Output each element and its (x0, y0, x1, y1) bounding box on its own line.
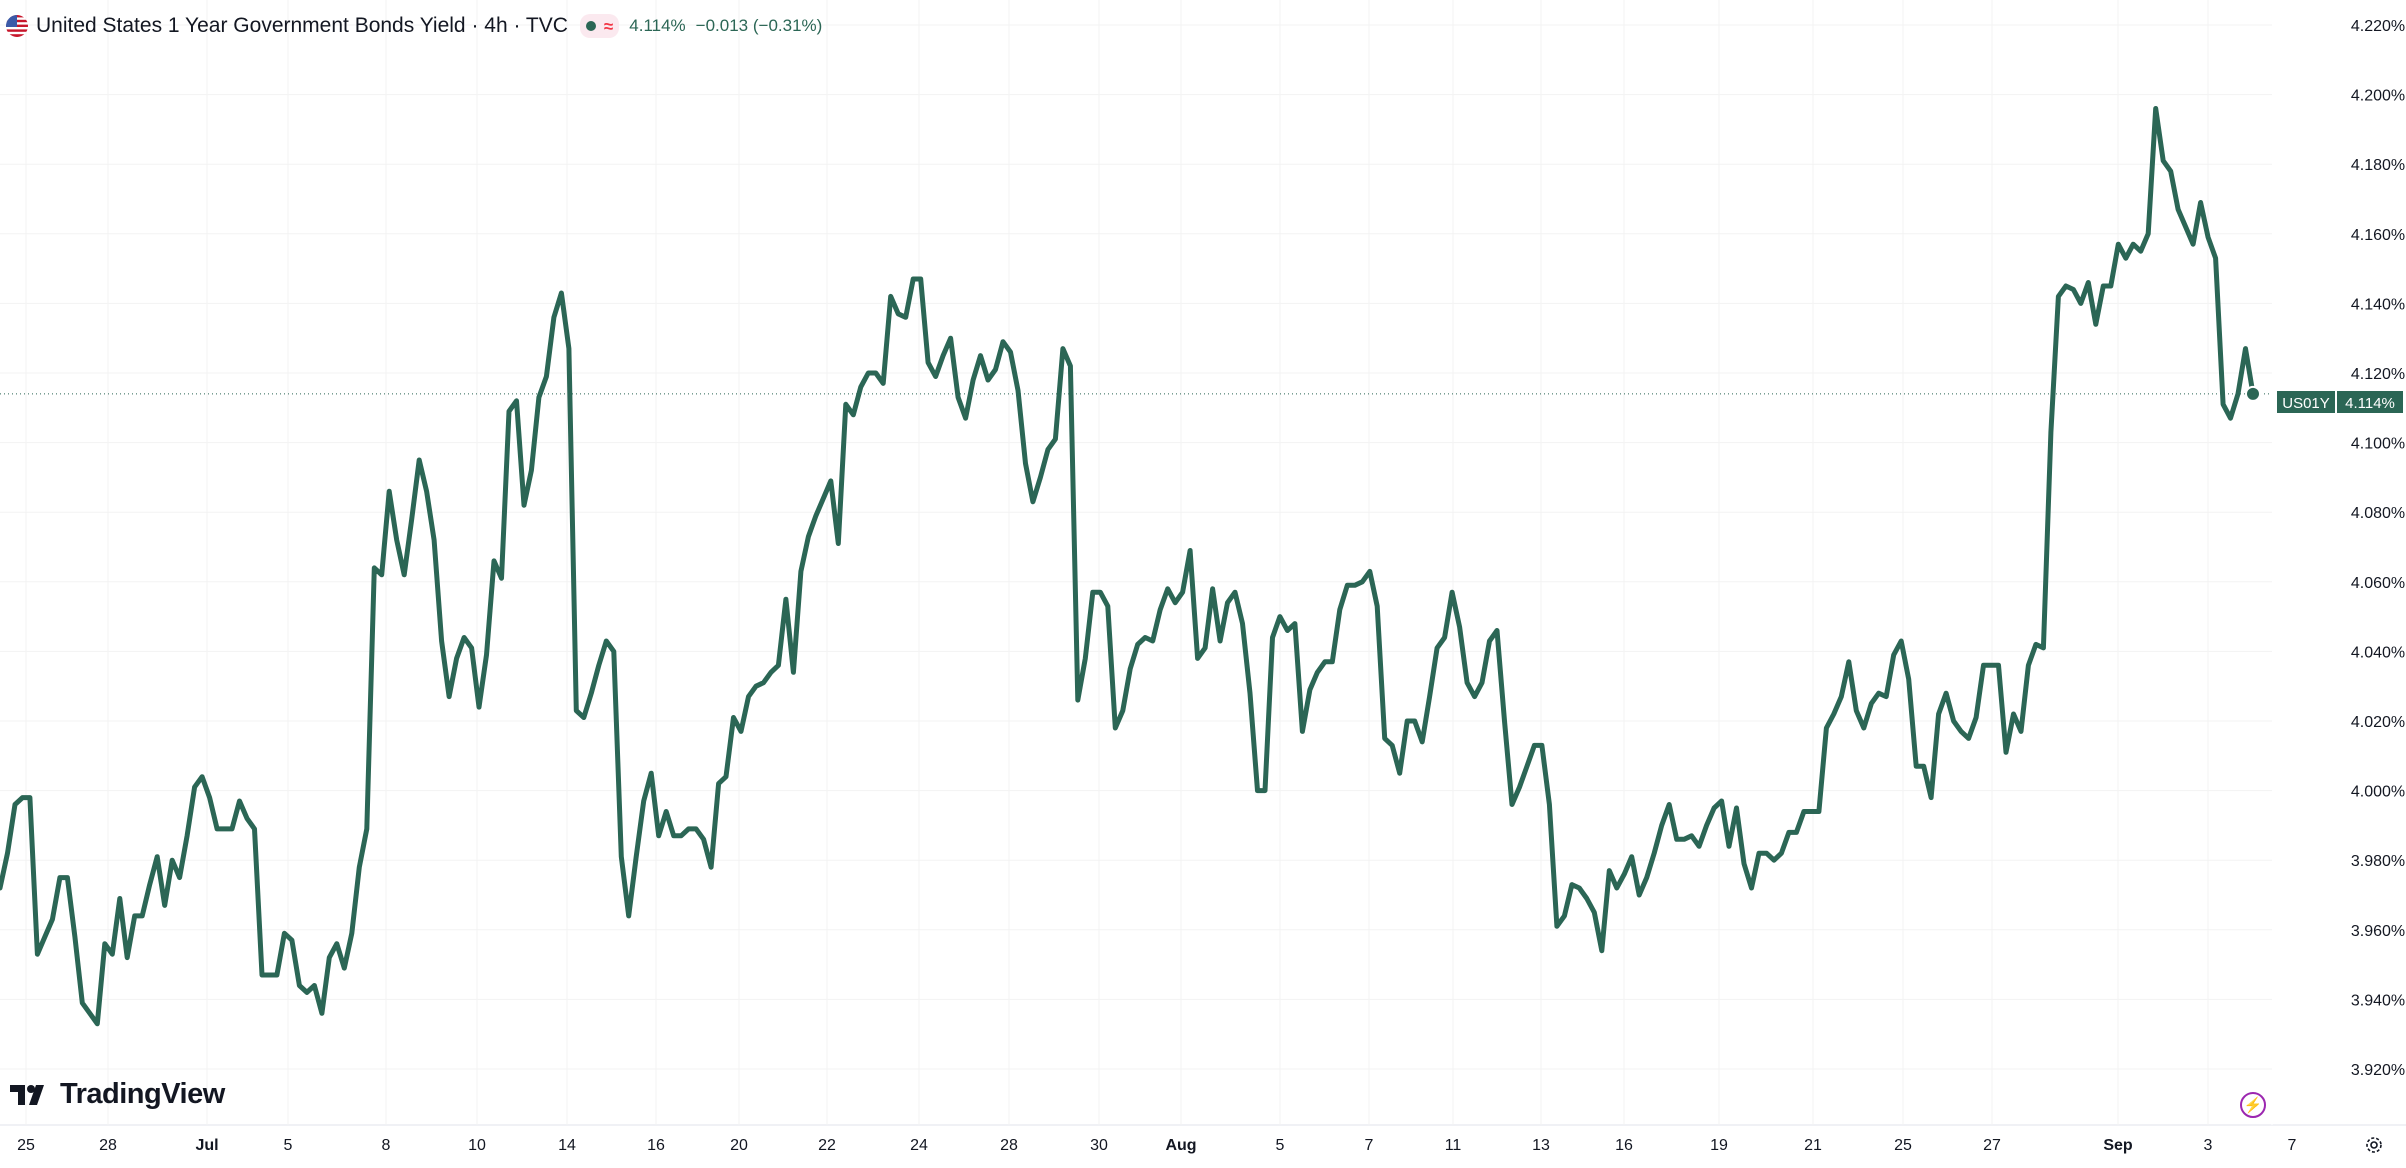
last-price-label: US01Y 4.114% (2277, 391, 2403, 413)
symbol-title[interactable]: United States 1 Year Government Bonds Yi… (36, 14, 568, 37)
x-tick-label: 24 (910, 1137, 928, 1154)
y-tick-label: 4.040% (2351, 644, 2405, 661)
x-tick-label: 25 (1894, 1137, 1912, 1154)
chart-legend: United States 1 Year Government Bonds Yi… (6, 12, 822, 40)
yield-line (0, 106, 2256, 1027)
lightning-button[interactable]: ⚡ (2240, 1092, 2266, 1118)
y-tick-label: 4.200% (2351, 88, 2405, 105)
y-tick-label: 4.180% (2351, 157, 2405, 174)
x-tick-label: 10 (468, 1137, 486, 1154)
x-tick-label: 30 (1090, 1137, 1108, 1154)
lightning-icon: ⚡ (2243, 1097, 2263, 1114)
y-tick-label: 3.980% (2351, 853, 2405, 870)
last-value-label: 4.114% (2345, 395, 2395, 412)
x-tick-label: 27 (1983, 1137, 2001, 1154)
delayed-data-icon: ≈ (603, 16, 614, 36)
ticker-label-bg (2277, 391, 2335, 413)
x-tick-label: 14 (558, 1137, 576, 1154)
price-axis[interactable]: 4.220% 4.200% 4.180% 4.160% 4.140% 4.120% 4.10… (2351, 18, 2405, 1079)
y-tick-label: 4.000% (2351, 784, 2405, 801)
y-tick-label: 4.220% (2351, 18, 2405, 35)
x-tick-label: 20 (730, 1137, 748, 1154)
x-tick-label: 7 (1365, 1137, 1374, 1154)
series-line (0, 106, 2261, 1027)
last-value: 4.114% (629, 16, 686, 35)
last-point-marker (2245, 385, 2261, 402)
x-tick-label: Aug (1165, 1137, 1196, 1154)
y-tick-label: 4.160% (2351, 227, 2405, 244)
market-status-dot-icon (585, 21, 596, 31)
x-tick-label: 22 (818, 1137, 836, 1154)
x-tick-label: 13 (1532, 1137, 1550, 1154)
x-tick-label: 8 (382, 1137, 391, 1154)
x-tick-label: 5 (1276, 1137, 1285, 1154)
x-tick-label: 16 (647, 1137, 665, 1154)
y-tick-label: 3.920% (2351, 1062, 2405, 1079)
x-tick-label: 21 (1804, 1137, 1822, 1154)
x-tick-label: 11 (1445, 1137, 1462, 1154)
x-tick-label: 28 (1000, 1137, 1018, 1154)
x-tick-label: 7 (2288, 1137, 2297, 1154)
time-axis[interactable]: 25 28 Jul 5 8 10 14 16 20 22 24 28 30 Aug 5 7 11 13 16 19 21… (17, 1137, 2296, 1154)
x-tick-label: Jul (195, 1137, 218, 1154)
x-tick-label: Sep (2103, 1137, 2133, 1154)
gear-icon (2366, 1137, 2382, 1153)
x-tick-label: 5 (284, 1137, 293, 1154)
tradingview-logo-icon (10, 1084, 44, 1105)
y-tick-label: 4.020% (2351, 714, 2405, 731)
y-tick-label: 3.940% (2351, 992, 2405, 1009)
settings-button[interactable] (2362, 1133, 2386, 1157)
x-tick-label: 19 (1710, 1137, 1728, 1154)
y-tick-label: 4.140% (2351, 296, 2405, 313)
last-value-label-bg (2337, 391, 2403, 413)
x-tick-label: 25 (17, 1137, 35, 1154)
tradingview-logo[interactable]: TradingView (10, 1078, 225, 1111)
chart-grid (0, 0, 2406, 1126)
y-tick-label: 4.080% (2351, 505, 2405, 522)
x-tick-label: 3 (2204, 1137, 2213, 1154)
change-value: −0.013 (−0.31%) (695, 16, 823, 35)
y-tick-label: 4.060% (2351, 575, 2405, 592)
us-flag-icon (6, 15, 28, 37)
y-tick-label: 3.960% (2351, 923, 2405, 940)
x-tick-label: 16 (1615, 1137, 1633, 1154)
market-status-pill[interactable]: ≈ (579, 14, 620, 38)
y-tick-label: 4.120% (2351, 366, 2405, 383)
logo-text: TradingView (60, 1078, 225, 1110)
x-tick-label: 28 (99, 1137, 117, 1154)
ticker-label: US01Y (2282, 395, 2330, 412)
y-tick-label: 4.100% (2351, 436, 2405, 453)
